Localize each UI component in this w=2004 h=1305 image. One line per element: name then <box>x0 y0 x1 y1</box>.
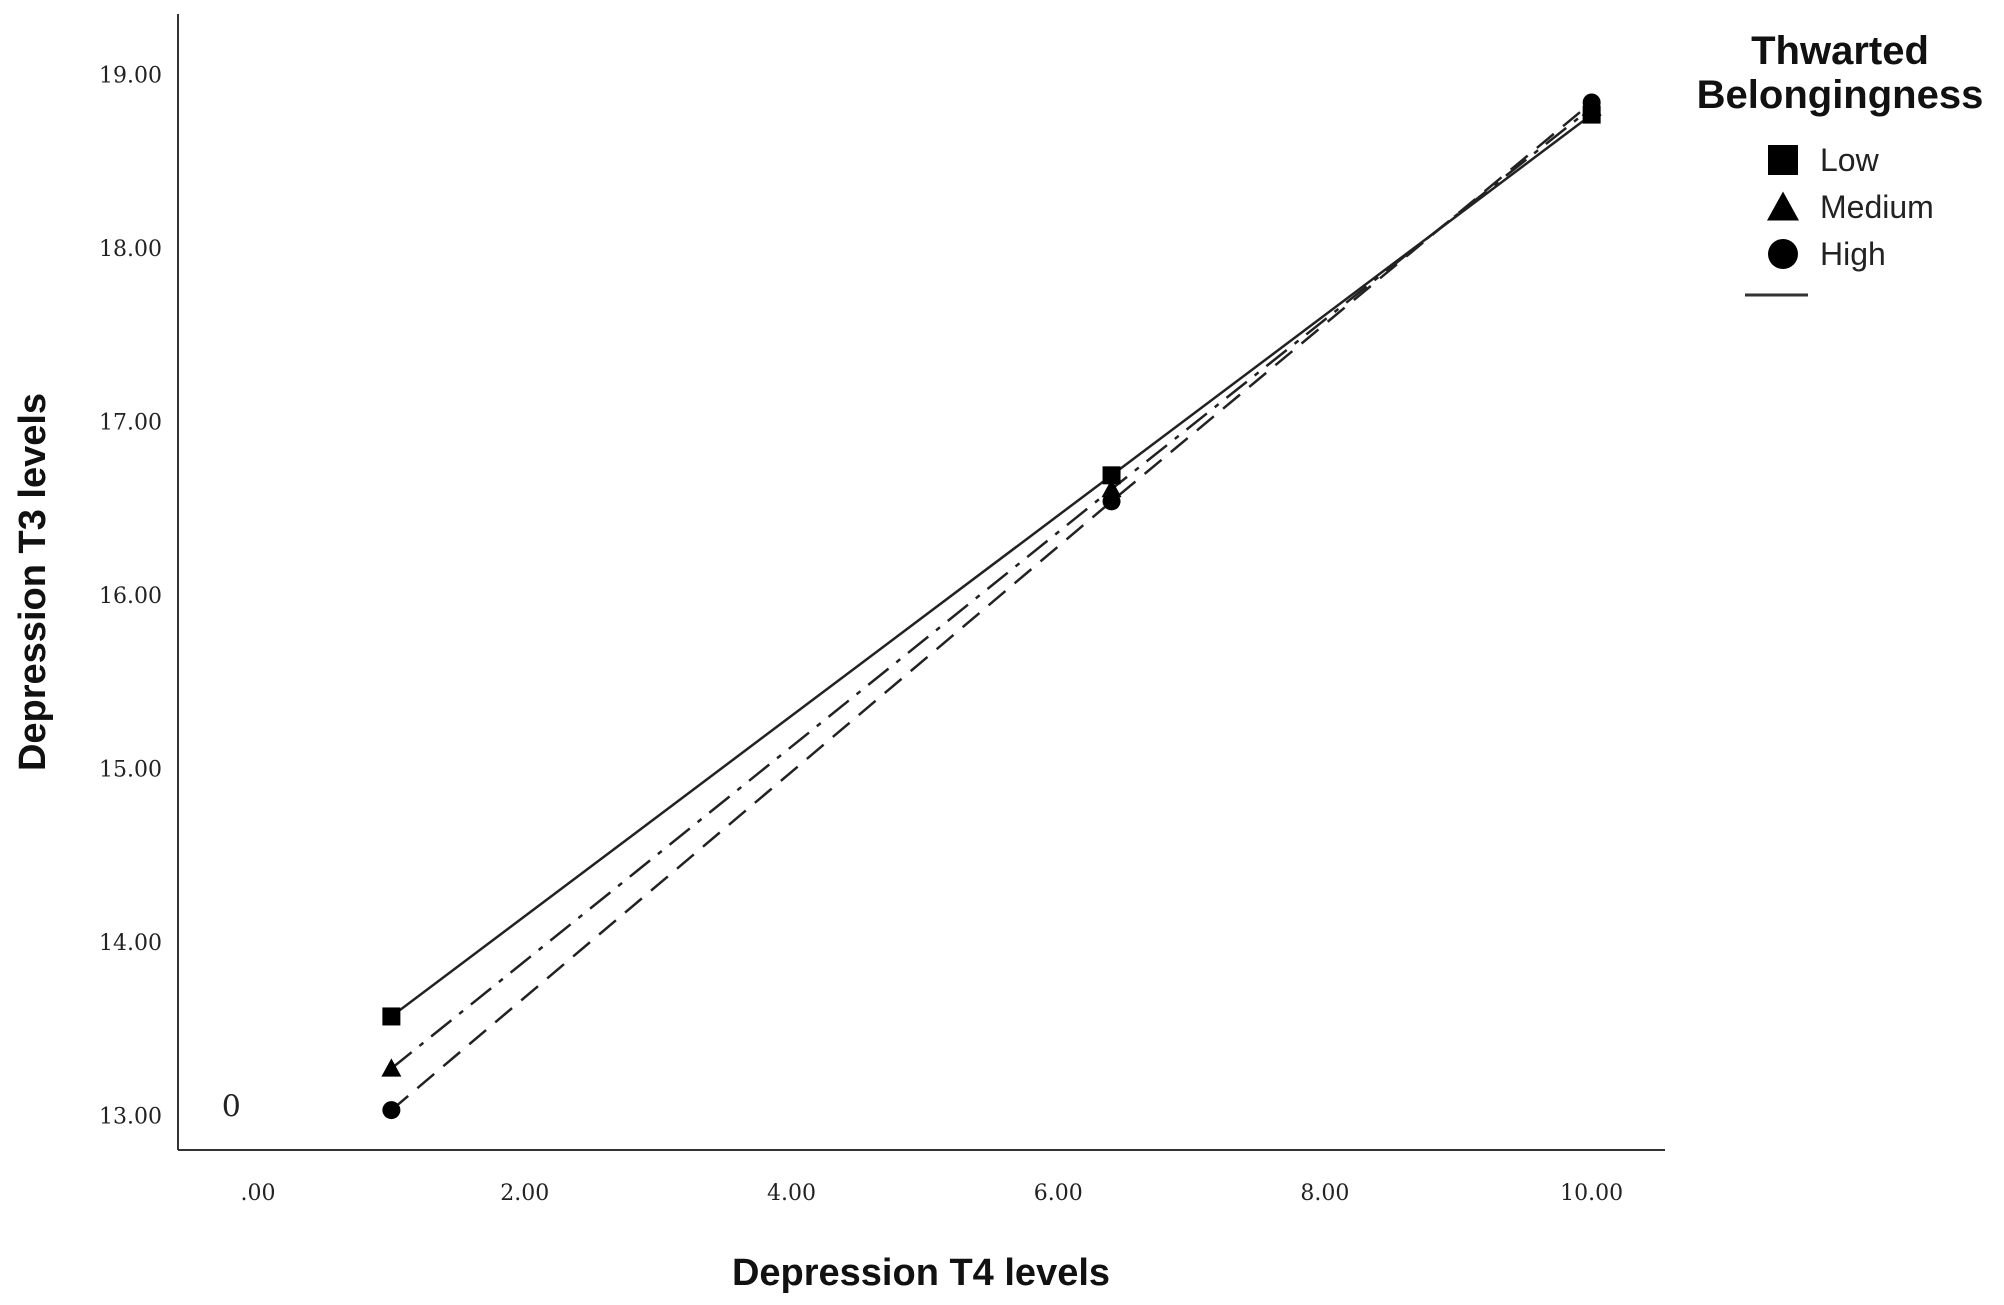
y-tick-label: 18.00 <box>99 237 162 262</box>
data-point-medium <box>1101 479 1122 498</box>
x-tick-label: 6.00 <box>1034 1181 1083 1206</box>
x-tick-labels: .00 2.00 4.00 6.00 8.00 10.00 <box>241 1181 1624 1206</box>
data-point-low <box>1102 466 1121 485</box>
data-point-high <box>1582 93 1601 112</box>
y-tick-label: 16.00 <box>99 584 162 609</box>
y-tick-label: 15.00 <box>99 757 162 782</box>
plot-area: .00 2.00 4.00 6.00 8.00 10.00 13.00 14.00 15.00… <box>99 14 1665 1206</box>
y-tick-label: 19.00 <box>99 64 162 89</box>
data-point-low <box>382 1007 401 1026</box>
y-tick-label: 14.00 <box>99 931 162 956</box>
data-point-medium <box>381 1058 402 1077</box>
x-tick-label: 4.00 <box>767 1181 816 1206</box>
series-line-low <box>390 113 1593 1018</box>
data-point-high <box>382 1101 401 1120</box>
legend-items: Low Medium High <box>1767 142 1934 272</box>
legend-label-low: Low <box>1820 142 1880 178</box>
legend-title-line1: Thwarted <box>1751 29 1929 73</box>
legend: Thwarted Belongingness Low Medium High <box>1697 29 1984 297</box>
series-lines <box>390 101 1593 1112</box>
x-tick-label: 10.00 <box>1560 1181 1623 1206</box>
series-line-high <box>390 101 1593 1112</box>
y-tick-labels: 13.00 14.00 15.00 16.00 17.00 18.00 19.00 <box>99 64 162 1130</box>
legend-label-medium: Medium <box>1820 189 1934 225</box>
x-tick-label: .00 <box>241 1181 276 1206</box>
legend-marker-low <box>1768 145 1798 175</box>
y-tick-label: 17.00 <box>99 411 162 436</box>
legend-label-high: High <box>1820 236 1886 272</box>
x-axis-title: Depression T4 levels <box>732 1252 1110 1294</box>
x-tick-label: 8.00 <box>1300 1181 1349 1206</box>
x-tick-label: 2.00 <box>500 1181 549 1206</box>
y-axis-title: Depression T3 levels <box>12 393 54 771</box>
annotation-text: 0 <box>222 1090 241 1125</box>
data-point-high <box>1102 492 1121 511</box>
legend-marker-high <box>1768 239 1798 269</box>
legend-marker-medium <box>1767 191 1799 221</box>
series-markers <box>381 93 1602 1120</box>
y-tick-label: 13.00 <box>99 1104 162 1129</box>
legend-title-line2: Belongingness <box>1697 73 1984 117</box>
